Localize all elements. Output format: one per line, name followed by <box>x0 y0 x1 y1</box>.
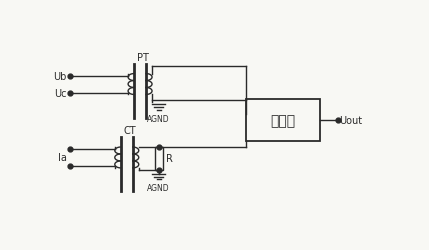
Text: CT: CT <box>124 126 136 136</box>
Bar <box>154 148 163 170</box>
Text: PT: PT <box>137 53 149 63</box>
Text: AGND: AGND <box>148 114 170 123</box>
Text: Uc: Uc <box>54 88 67 98</box>
Bar <box>246 99 320 142</box>
Text: R: R <box>166 154 173 164</box>
Text: Ia: Ia <box>58 153 67 163</box>
Text: Uout: Uout <box>340 116 363 126</box>
Text: Ub: Ub <box>54 71 67 81</box>
Text: AGND: AGND <box>148 184 170 192</box>
Text: 乘法器: 乘法器 <box>270 114 296 128</box>
